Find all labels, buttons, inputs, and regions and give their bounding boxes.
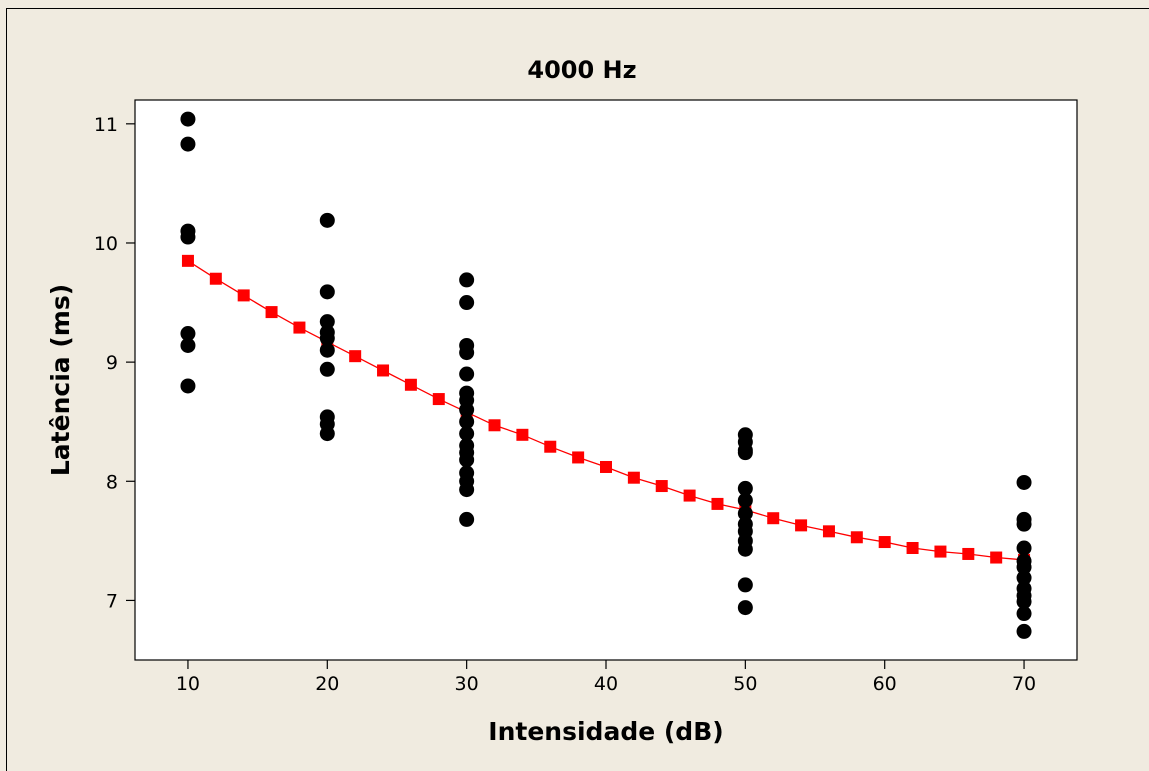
fitted-series — [181, 254, 1031, 566]
x-tick-label: 70 — [1012, 673, 1036, 695]
observed-point — [319, 314, 335, 330]
fitted-point — [544, 440, 557, 453]
fitted-point — [767, 512, 780, 525]
observed-point — [1016, 623, 1032, 639]
fitted-point — [265, 306, 278, 319]
y-tick-label: 8 — [106, 471, 118, 493]
x-tick-label: 40 — [594, 673, 618, 695]
fitted-point — [600, 460, 612, 473]
observed-point — [319, 284, 335, 300]
fitted-point — [795, 519, 808, 532]
x-tick-label: 30 — [455, 673, 479, 695]
observed-point — [1016, 606, 1032, 622]
observed-point — [180, 229, 196, 245]
observed-point — [1016, 570, 1032, 586]
fitted-point — [404, 378, 417, 391]
fitted-point — [683, 489, 696, 502]
fitted-point — [627, 471, 640, 484]
x-tick-label: 50 — [733, 673, 757, 695]
observed-point — [737, 480, 753, 496]
observed-point — [459, 345, 475, 361]
observed-point — [180, 326, 196, 342]
observed-point — [737, 600, 753, 616]
chart-title: 4000 Hz — [527, 56, 636, 84]
fitted-point — [934, 545, 947, 558]
observed-point — [737, 445, 753, 461]
observed-point — [180, 111, 196, 127]
observed-point — [737, 541, 753, 557]
fitted-point — [488, 419, 501, 432]
observed-point — [459, 426, 475, 442]
x-tick-label: 20 — [315, 673, 339, 695]
observed-point — [459, 402, 475, 418]
fitted-point — [655, 480, 668, 493]
fitted-point — [822, 525, 835, 538]
observed-point — [1016, 474, 1032, 490]
y-tick-label: 10 — [94, 233, 118, 255]
observed-point — [459, 511, 475, 527]
observed-point — [459, 414, 475, 430]
y-axis-label: Latência (ms) — [46, 284, 75, 476]
fitted-point — [349, 350, 362, 363]
fitted-point — [181, 254, 194, 267]
observed-point — [737, 492, 753, 508]
fitted-point — [377, 364, 390, 377]
observed-series — [180, 111, 1032, 639]
observed-point — [459, 482, 475, 498]
x-axis: 10 20 30 40 50 60 70 — [176, 660, 1036, 695]
fitted-point — [962, 547, 975, 560]
fitted-point — [293, 321, 306, 334]
x-axis-label: Intensidade (dB) — [488, 717, 723, 746]
fitted-point — [572, 451, 585, 464]
observed-point — [1016, 594, 1032, 610]
observed-point — [1016, 540, 1032, 556]
fitted-point — [990, 551, 1003, 564]
fitted-point — [237, 289, 250, 302]
observed-point — [459, 295, 475, 311]
x-tick-label: 10 — [176, 673, 200, 695]
fitted-point — [209, 272, 222, 285]
observed-point — [180, 378, 196, 394]
observed-point — [319, 361, 335, 377]
observed-point — [319, 212, 335, 228]
y-tick-label: 9 — [106, 352, 118, 374]
fitted-point — [850, 531, 863, 544]
observed-point — [1016, 559, 1032, 575]
x-tick-label: 60 — [873, 673, 897, 695]
fitted-point — [906, 542, 919, 554]
y-axis: 7 8 9 10 11 — [94, 114, 135, 612]
plot-area — [134, 99, 1078, 661]
observed-point — [1016, 516, 1032, 532]
fitted-point — [711, 497, 724, 510]
observed-point — [459, 366, 475, 382]
observed-point — [180, 337, 196, 353]
fitted-point — [878, 536, 891, 549]
observed-point — [459, 452, 475, 468]
observed-point — [319, 342, 335, 358]
observed-point — [737, 505, 753, 521]
observed-point — [319, 426, 335, 442]
fitted-point — [432, 393, 445, 406]
fitted-point — [516, 428, 529, 441]
observed-point — [737, 577, 753, 593]
y-tick-label: 7 — [106, 590, 118, 612]
observed-point — [459, 272, 475, 288]
y-tick-label: 11 — [94, 114, 118, 136]
observed-point — [319, 330, 335, 346]
observed-point — [180, 136, 196, 152]
